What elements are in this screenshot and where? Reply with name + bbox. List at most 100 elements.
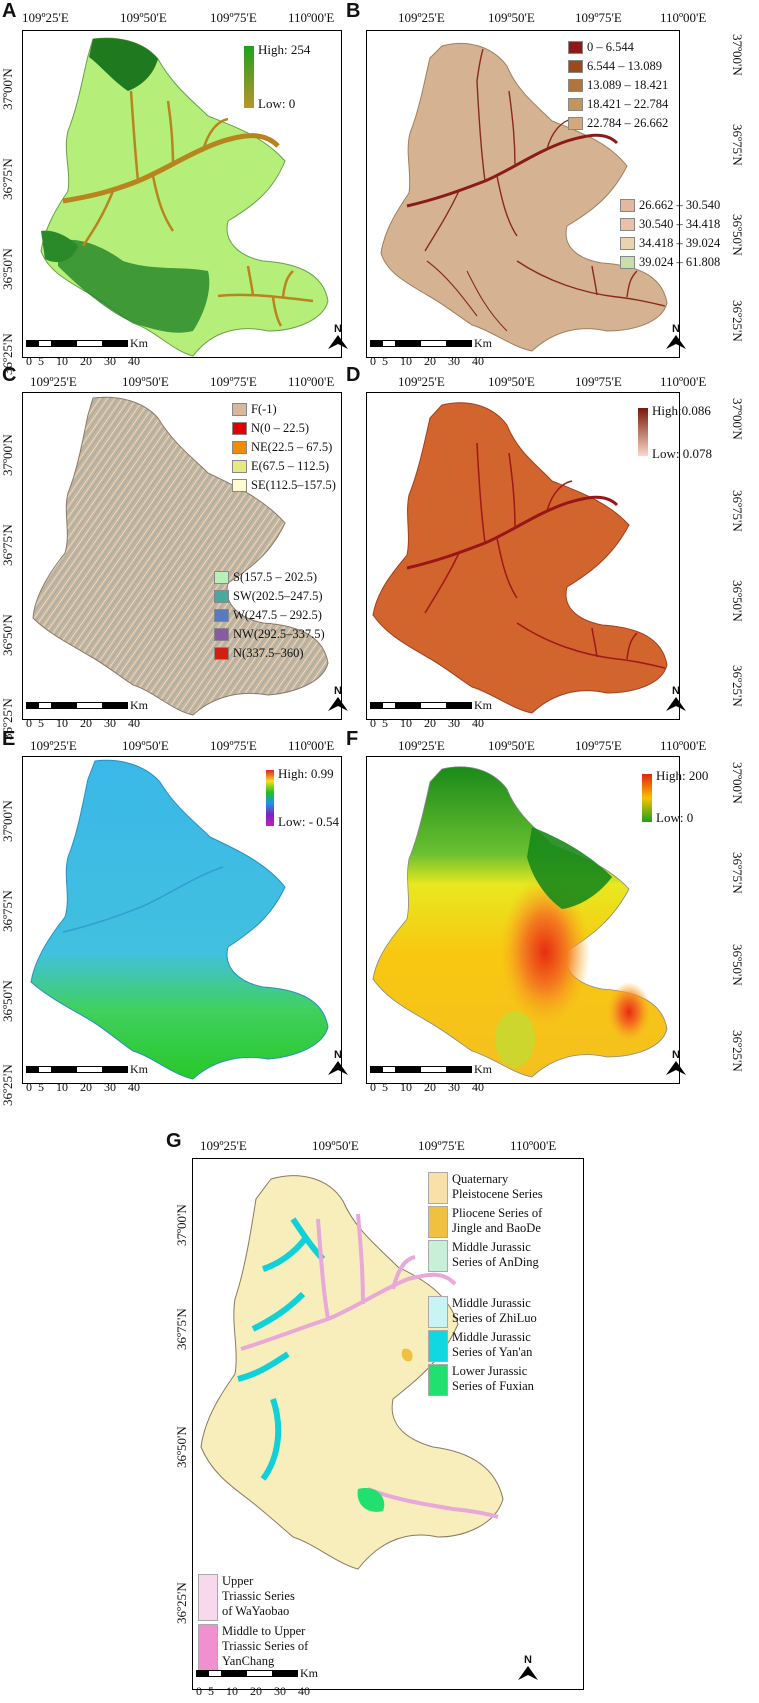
scale-ticks: 0 5 10 20 30 40 [370, 1080, 496, 1095]
legend-g-label-line: Middle Jurassic [452, 1330, 531, 1344]
north-label: N [334, 685, 342, 697]
legend-c-swatch [214, 590, 229, 603]
legend-g-label-line: Pleistocene Series [452, 1187, 543, 1201]
legend-b-label: 30.540 – 34.418 [639, 217, 721, 231]
scale-tick-label: 10 [226, 1684, 238, 1698]
lon-tick-c-4: 110º00'E [288, 374, 335, 389]
north-arrow-icon: N [666, 1049, 686, 1080]
lon-tick-f-3: 109º75'E [575, 738, 622, 753]
legend-g-swatch [428, 1240, 448, 1272]
scale-unit: Km [474, 1062, 492, 1076]
lat-tick-f-2: 36º75'N [730, 852, 745, 894]
legend-g-swatch [428, 1206, 448, 1238]
lon-tick-f-2: 109º50'E [488, 738, 535, 753]
lon-tick-a-1: 109º25'E [22, 10, 69, 25]
legend-c-swatch [232, 460, 247, 473]
legend-low-f: Low: 0 [656, 810, 694, 825]
north-label: N [672, 323, 680, 335]
lon-tick-d-1: 109º25'E [398, 374, 445, 389]
pliocene-spot-g [401, 1348, 413, 1362]
scale-tick-label: 30 [274, 1684, 286, 1698]
scale-tick-label: 20 [250, 1684, 262, 1698]
legend-high-e: High: 0.99 [278, 766, 334, 781]
scale-unit: Km [474, 698, 492, 712]
lat-tick-b-3: 36º50'N [730, 214, 745, 256]
legend-g-swatch [428, 1364, 448, 1396]
panel-letter-e: E [2, 728, 16, 750]
lat-tick-e-4: 36º25'N [0, 1064, 15, 1106]
legend-g-swatch [198, 1574, 218, 1621]
legend-g-right-item-0: Quaternary Pleistocene Series [428, 1172, 543, 1204]
lat-tick-g-1: 37º00'N [174, 1204, 189, 1246]
watershed-d [372, 402, 668, 714]
scale-ticks: 0 5 10 20 30 40 [370, 716, 496, 731]
legend-b-swatch [620, 199, 635, 212]
legend-c-item-1: N(0 – 22.5) [232, 421, 309, 436]
lat-tick-d-2: 36º75'N [730, 490, 745, 532]
channel-east-a [217, 265, 314, 327]
legend-b-swatch [620, 256, 635, 269]
lat-tick-a-2: 36º75'N [0, 158, 15, 200]
legend-b-swatch [568, 117, 583, 130]
legend-g-right-item-3: Middle Jurassic Series of ZhiLuo [428, 1296, 537, 1328]
lon-tick-d-2: 109º50'E [488, 374, 535, 389]
legend-c-label: F(-1) [251, 402, 277, 416]
panel-letter-b: B [346, 0, 361, 22]
legend-g-label-line: Middle to Upper [222, 1624, 306, 1638]
scale-bar-c: Km 0 5 10 20 30 40 [26, 698, 152, 731]
lat-tick-f-1: 37º00'N [730, 762, 745, 804]
lat-tick-e-2: 36º75'N [0, 890, 15, 932]
scale-tick-label: 10 [400, 1080, 412, 1094]
legend-c-label: NE(22.5 – 67.5) [251, 440, 333, 454]
north-arrow-icon: N [328, 1049, 348, 1080]
scale-tick-label: 40 [472, 1080, 484, 1094]
legend-b-label: 6.544 – 13.089 [587, 59, 662, 73]
legend-b-swatch [568, 60, 583, 73]
legend-b-swatch [568, 98, 583, 111]
lat-tick-a-1: 37º00'N [0, 68, 15, 110]
legend-g-label-line: Quaternary [452, 1172, 509, 1186]
scale-tick-label: 40 [128, 354, 140, 368]
scale-tick-label: 20 [424, 354, 436, 368]
scale-ticks: 0 5 10 20 30 40 [26, 1080, 152, 1095]
legend-c-label: SW(202.5–247.5) [233, 589, 323, 603]
legend-ramp-f [642, 774, 652, 822]
legend-g-right-item-5: Lower Jurassic Series of Fuxian [428, 1364, 534, 1396]
legend-b-label: 18.421 – 22.784 [587, 97, 669, 111]
scale-bar-e: Km 0 5 10 20 30 40 [26, 1062, 152, 1095]
scale-tick-label: 0 [26, 1080, 32, 1094]
highland-west-a [41, 230, 78, 263]
scale-bar-b: Km 0 5 10 20 30 40 [370, 336, 496, 369]
scale-unit: Km [130, 1062, 148, 1076]
scale-tick-label: 40 [128, 1080, 140, 1094]
map-frame-f [366, 756, 680, 1084]
lon-tick-d-3: 109º75'E [575, 374, 622, 389]
north-label: N [334, 1049, 342, 1061]
legend-b-swatch [620, 218, 635, 231]
north-arrow-icon: N [518, 1654, 538, 1685]
legend-b-label: 0 – 6.544 [587, 40, 634, 54]
highland-south-a [58, 239, 210, 333]
lon-tick-b-1: 109º25'E [398, 10, 445, 25]
lon-tick-a-2: 109º50'E [120, 10, 167, 25]
legend-c-swatch [214, 628, 229, 641]
legend-b-item-7: 34.418 – 39.024 [620, 236, 720, 251]
map-frame-b [366, 30, 680, 358]
map-frame-c [22, 392, 342, 720]
legend-g-left-item-1: Middle to Upper Triassic Series of YanChan… [198, 1624, 308, 1671]
legend-g-label-line: Upper [222, 1574, 254, 1588]
scale-tick-label: 30 [104, 354, 116, 368]
legend-g-right-item-1: Pliocene Series of Jingle and BaoDe [428, 1206, 542, 1238]
north-arrow-icon: N [328, 685, 348, 716]
fuxian-patch-g [357, 1488, 385, 1512]
map-b [380, 42, 668, 352]
panel-letter-a: A [2, 0, 17, 22]
scale-tick-label: 0 [370, 716, 376, 730]
legend-b-item-0: 0 – 6.544 [568, 40, 634, 55]
scale-tick-label: 5 [38, 716, 44, 730]
scale-tick-label: 20 [424, 1080, 436, 1094]
scale-ticks: 0 5 10 20 30 40 [26, 716, 152, 731]
legend-ramp-d [638, 408, 648, 456]
scale-tick-label: 40 [128, 716, 140, 730]
wayaobao-channels-g [240, 1213, 499, 1519]
